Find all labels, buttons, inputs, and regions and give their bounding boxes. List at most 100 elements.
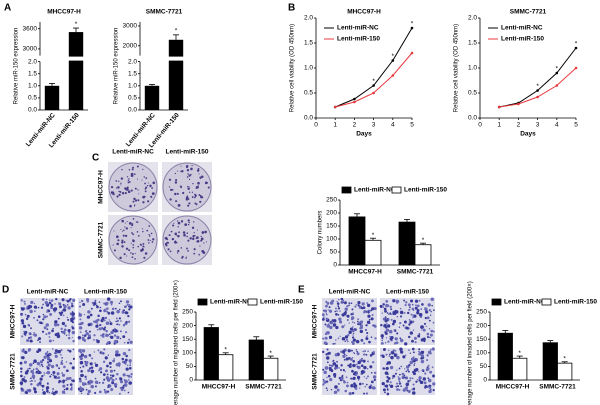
colony — [169, 250, 172, 253]
y-tick-label: 1.5 — [304, 40, 313, 47]
colony — [188, 191, 191, 193]
colony — [206, 182, 209, 184]
colony — [180, 165, 182, 167]
cell — [421, 329, 423, 331]
point — [372, 84, 375, 87]
panel-label: C — [92, 153, 99, 164]
bar — [348, 216, 366, 266]
cell — [46, 328, 49, 331]
cell — [416, 304, 420, 308]
colony — [193, 221, 195, 223]
colony — [128, 169, 131, 171]
chart-title: MHCC97-H — [347, 9, 381, 16]
colony — [177, 170, 179, 172]
colony — [132, 233, 135, 236]
colony — [131, 256, 134, 259]
cell — [127, 305, 130, 308]
colony — [132, 166, 135, 169]
colony — [164, 238, 166, 240]
cell — [68, 332, 70, 334]
cell — [80, 299, 84, 303]
cell — [26, 369, 29, 373]
cell — [418, 348, 421, 351]
cell — [340, 364, 343, 367]
cell — [125, 331, 128, 334]
cell — [337, 305, 339, 307]
x-tick-label: 2 — [353, 122, 357, 129]
cell — [84, 360, 86, 363]
colony — [185, 197, 189, 201]
y-tick-label: 50 — [186, 363, 194, 370]
cell — [370, 317, 374, 321]
cell — [372, 380, 374, 383]
micrograph — [77, 348, 133, 396]
cell — [347, 349, 351, 353]
colony — [174, 172, 177, 175]
bar — [512, 357, 528, 381]
cell — [27, 388, 32, 393]
y-tick-label: 0.5 — [468, 90, 477, 97]
cell — [351, 321, 354, 324]
cell — [28, 325, 30, 327]
micrograph — [77, 297, 133, 346]
panel-label: B — [288, 3, 295, 14]
cell — [418, 353, 420, 356]
cell — [343, 301, 347, 305]
x-axis-label: Days — [356, 131, 372, 138]
cell — [116, 323, 119, 326]
cell — [381, 339, 384, 342]
cell — [332, 362, 337, 366]
cell — [123, 341, 126, 344]
cell — [330, 321, 334, 325]
colony — [176, 241, 178, 244]
cell — [386, 387, 389, 390]
cell — [396, 388, 399, 391]
cell — [426, 367, 430, 371]
cell — [40, 384, 42, 387]
cell — [397, 385, 400, 388]
cell — [43, 315, 47, 319]
colony — [200, 239, 203, 242]
cell — [356, 375, 361, 380]
cell — [394, 310, 398, 314]
cell — [87, 334, 91, 338]
colony — [150, 232, 153, 235]
significance-marker: * — [372, 232, 375, 239]
cell — [386, 379, 390, 383]
cell — [406, 368, 410, 372]
colony — [143, 256, 146, 259]
significance-marker: * — [575, 41, 578, 48]
cell — [43, 374, 45, 376]
cell — [389, 337, 393, 341]
cell — [415, 358, 418, 361]
cell — [123, 309, 126, 312]
point — [574, 46, 578, 50]
cell — [361, 340, 364, 342]
cell — [62, 381, 65, 384]
cell — [412, 391, 416, 395]
colony — [148, 234, 150, 236]
point — [517, 102, 520, 106]
cell — [42, 358, 45, 362]
cell — [62, 330, 66, 334]
cell — [97, 349, 100, 352]
cell — [352, 338, 357, 342]
cell — [128, 338, 131, 341]
cell — [53, 323, 58, 327]
cell — [355, 339, 360, 344]
cell — [345, 338, 348, 341]
cell — [90, 307, 93, 310]
colony — [200, 175, 204, 179]
chart-title: SMMC-7721 — [510, 9, 547, 16]
cell — [391, 351, 395, 355]
cell — [341, 325, 345, 329]
cell — [337, 382, 340, 385]
cell — [420, 354, 425, 358]
image-column-label: Lenti-miR-NC — [27, 289, 69, 296]
cell — [129, 364, 131, 366]
colony — [174, 240, 176, 242]
colony — [121, 245, 124, 248]
cell — [107, 390, 110, 393]
cell — [119, 386, 122, 390]
cell — [82, 302, 86, 307]
